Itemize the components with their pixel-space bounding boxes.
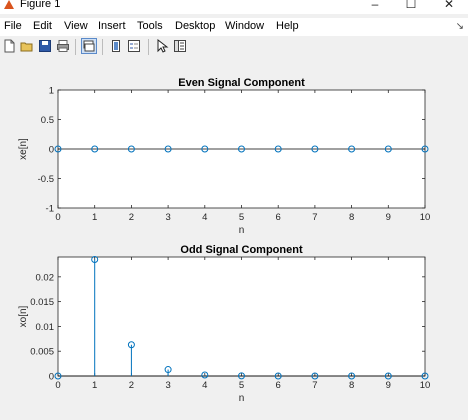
close-button[interactable]: ✕ bbox=[443, 0, 455, 11]
x-tick-label: 2 bbox=[129, 212, 134, 223]
y-tick-label: -1 bbox=[46, 204, 54, 215]
x-tick-label: 4 bbox=[202, 380, 207, 391]
stem-marker bbox=[127, 145, 135, 153]
open-file-icon[interactable] bbox=[20, 39, 34, 53]
stem-marker bbox=[384, 372, 392, 380]
toolbar-separator bbox=[102, 39, 103, 55]
menu-view[interactable]: View bbox=[64, 20, 88, 32]
menu-file[interactable]: File bbox=[4, 20, 22, 32]
x-tick-label: 6 bbox=[276, 212, 281, 223]
x-tick-label: 2 bbox=[129, 380, 134, 391]
stem-marker bbox=[348, 145, 356, 153]
maximize-button[interactable]: ☐ bbox=[405, 0, 417, 11]
pointer-icon[interactable] bbox=[155, 39, 169, 53]
new-figure-icon[interactable] bbox=[2, 39, 16, 53]
x-tick-label: 1 bbox=[92, 380, 97, 391]
menu-edit[interactable]: Edit bbox=[33, 20, 52, 32]
menu-window[interactable]: Window bbox=[225, 20, 265, 32]
property-inspector-icon[interactable] bbox=[173, 39, 187, 53]
x-tick-label: 5 bbox=[239, 212, 244, 223]
stem-marker bbox=[91, 255, 99, 263]
dock-arrow-icon[interactable]: ↘ bbox=[455, 21, 464, 32]
stem-marker bbox=[201, 145, 209, 153]
x-tick-label: 10 bbox=[420, 212, 431, 223]
stem-marker bbox=[54, 145, 62, 153]
save-icon[interactable] bbox=[38, 39, 52, 53]
y-tick-label: 1 bbox=[49, 86, 54, 97]
stem-marker bbox=[384, 145, 392, 153]
x-axis-label: n bbox=[239, 393, 245, 404]
x-tick-label: 7 bbox=[312, 212, 317, 223]
y-axis-label: xo[n] bbox=[18, 305, 29, 327]
stem-marker bbox=[348, 372, 356, 380]
title-bar: Figure 1 – ☐ ✕ bbox=[0, 0, 468, 14]
x-axis-label: n bbox=[239, 225, 245, 236]
chart-title: Even Signal Component bbox=[178, 77, 305, 89]
axes-box bbox=[57, 256, 426, 377]
stem-marker bbox=[238, 145, 245, 153]
menu-help[interactable]: Help bbox=[276, 20, 299, 32]
menu-desktop[interactable]: Desktop bbox=[175, 20, 216, 32]
y-tick-label: 0 bbox=[49, 145, 54, 156]
x-tick-label: 4 bbox=[202, 212, 207, 223]
x-tick-label: 0 bbox=[55, 380, 60, 391]
x-tick-label: 1 bbox=[92, 212, 97, 223]
y-axis-label: xe[n] bbox=[18, 138, 29, 160]
x-tick-label: 0 bbox=[55, 212, 60, 223]
y-tick-label: 0 bbox=[49, 372, 54, 383]
menu-tools[interactable]: Tools bbox=[137, 20, 163, 32]
figure-canvas: Even Signal Component 0 1 2 3 4 5 6 7 8 9 10 -1 -0.5 0… bbox=[0, 58, 468, 415]
stem-marker bbox=[274, 372, 282, 380]
toolbar-separator bbox=[148, 39, 149, 55]
x-tick-label: 7 bbox=[312, 380, 317, 391]
menu-bar: File Edit View Insert Tools Desktop Wind… bbox=[0, 18, 468, 36]
colorbar-icon[interactable] bbox=[109, 39, 123, 53]
y-tick-label: 0.02 bbox=[36, 272, 55, 283]
minimize-button[interactable]: – bbox=[371, 0, 379, 11]
stem-marker bbox=[274, 145, 282, 153]
stem-marker bbox=[164, 366, 172, 374]
print-icon[interactable] bbox=[56, 39, 70, 53]
window-title: Figure 1 bbox=[20, 0, 61, 10]
figure-toolbar bbox=[0, 36, 468, 59]
stem-marker bbox=[91, 145, 99, 153]
x-tick-label: 8 bbox=[349, 380, 354, 391]
y-tick-label: -0.5 bbox=[38, 174, 54, 185]
x-tick-label: 5 bbox=[239, 380, 244, 391]
matlab-icon bbox=[4, 0, 14, 9]
legend-icon[interactable] bbox=[127, 39, 141, 53]
chart-title: Odd Signal Component bbox=[180, 244, 303, 256]
stem-marker bbox=[421, 145, 429, 153]
stem-marker bbox=[311, 372, 319, 380]
y-tick-label: 0.015 bbox=[30, 297, 54, 308]
stem-marker bbox=[164, 145, 172, 153]
link-icon[interactable] bbox=[81, 38, 97, 54]
y-tick-label: 0.01 bbox=[36, 322, 55, 333]
x-tick-label: 3 bbox=[165, 212, 170, 223]
x-tick-label: 3 bbox=[165, 380, 170, 391]
stem-marker bbox=[201, 371, 209, 379]
y-tick-label: 0.005 bbox=[30, 347, 54, 358]
menu-insert[interactable]: Insert bbox=[98, 20, 126, 32]
stem-marker bbox=[421, 372, 429, 380]
stem-marker bbox=[127, 341, 135, 349]
x-tick-label: 9 bbox=[386, 380, 391, 391]
x-tick-label: 10 bbox=[420, 380, 431, 391]
x-tick-label: 8 bbox=[349, 212, 354, 223]
stem-marker bbox=[54, 372, 62, 380]
x-tick-label: 9 bbox=[386, 212, 391, 223]
stem-marker bbox=[311, 145, 319, 153]
toolbar-separator bbox=[75, 39, 76, 55]
y-tick-label: 0.5 bbox=[41, 115, 54, 126]
stem-marker bbox=[238, 372, 245, 380]
x-tick-label: 6 bbox=[276, 380, 281, 391]
